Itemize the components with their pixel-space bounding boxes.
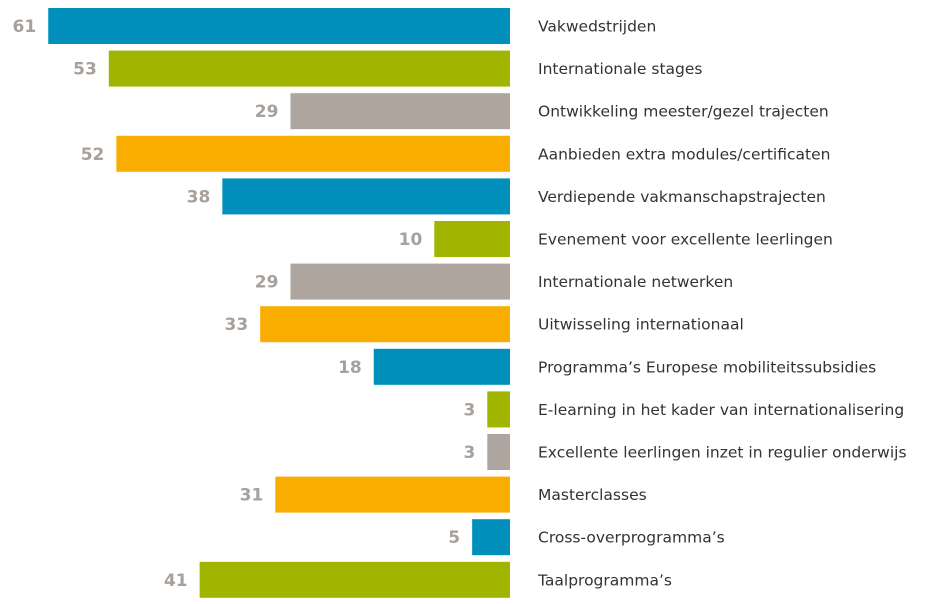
value-label: 3	[463, 443, 475, 463]
category-label: Internationale netwerken	[538, 273, 733, 291]
bar	[472, 519, 510, 556]
value-label: 18	[338, 358, 362, 378]
bar	[290, 93, 510, 130]
category-label: Vakwedstrijden	[538, 18, 656, 36]
bar	[373, 348, 510, 385]
value-label: 29	[255, 102, 279, 122]
value-label: 53	[73, 60, 97, 80]
category-label: Uitwisseling internationaal	[538, 316, 744, 334]
category-label: Aanbieden extra modules/certificaten	[538, 145, 830, 163]
category-label: Excellente leerlingen inzet in regulier …	[538, 444, 907, 462]
bar	[487, 391, 510, 428]
value-label: 61	[13, 17, 37, 37]
category-label: E-learning in het kader van internationa…	[538, 401, 904, 419]
category-label: Cross-overprogramma’s	[538, 529, 725, 547]
category-label: Masterclasses	[538, 486, 647, 504]
value-label: 3	[463, 400, 475, 420]
bar	[260, 306, 510, 343]
bar	[48, 8, 510, 44]
value-label: 31	[240, 486, 264, 506]
category-label: Verdiepende vakmanschapstrajecten	[538, 188, 826, 206]
value-label: 10	[399, 230, 423, 250]
bar	[116, 135, 511, 172]
value-label: 33	[225, 315, 249, 335]
value-label: 41	[164, 571, 188, 591]
value-label: 38	[187, 187, 211, 207]
category-label: Ontwikkeling meester/gezel trajecten	[538, 103, 829, 121]
value-label: 52	[81, 145, 105, 165]
value-label: 5	[448, 528, 460, 548]
value-label: 29	[255, 273, 279, 293]
bar	[487, 434, 510, 470]
bar	[108, 50, 510, 87]
category-label: Internationale stages	[538, 60, 703, 78]
bar	[434, 221, 510, 257]
bar	[199, 561, 510, 598]
category-label: Taalprogramma’s	[537, 571, 672, 589]
category-label: Evenement voor excellente leerlingen	[538, 231, 833, 249]
bar	[290, 263, 510, 300]
bar	[275, 476, 510, 513]
bar	[222, 178, 510, 215]
category-label: Programma’s Europese mobiliteitssubsidie…	[538, 358, 876, 376]
